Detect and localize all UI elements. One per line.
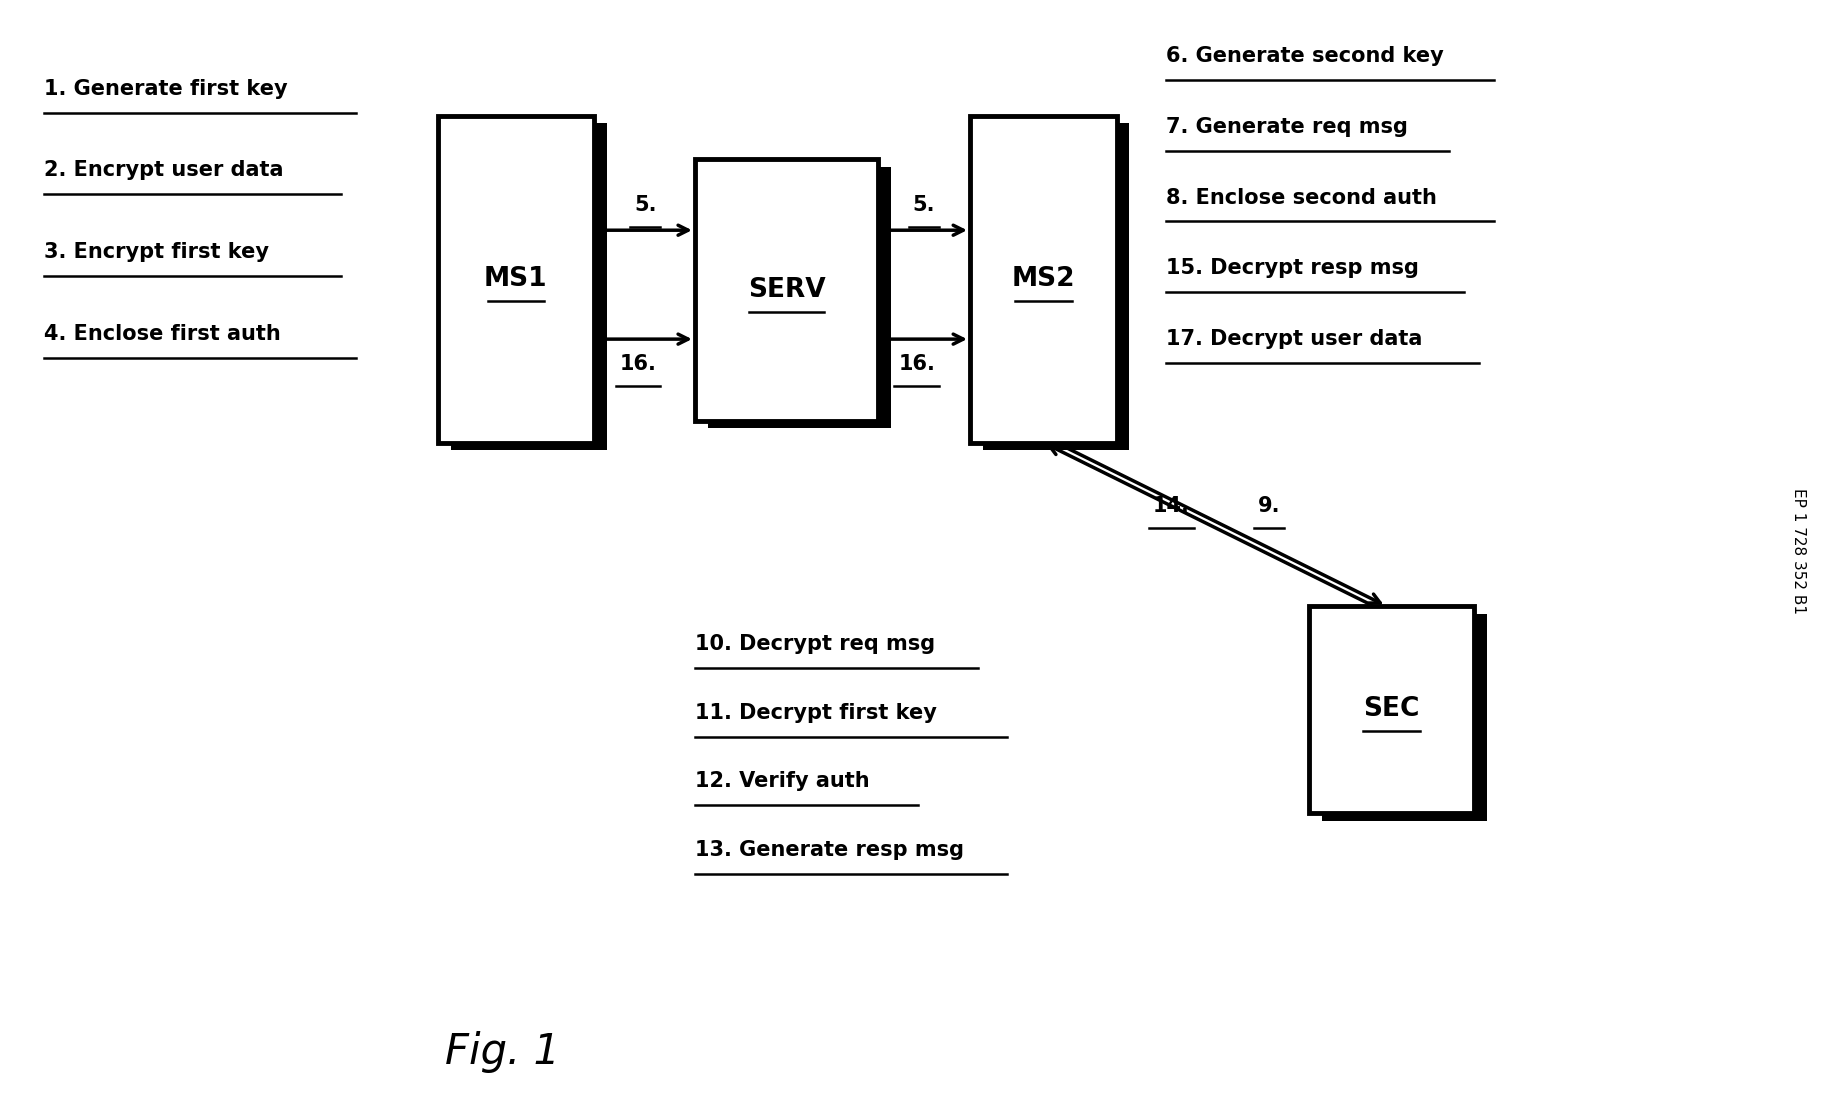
Text: Fig. 1: Fig. 1 <box>445 1031 560 1073</box>
Text: EP 1 728 352 B1: EP 1 728 352 B1 <box>1791 489 1805 614</box>
Text: 4. Enclose first auth: 4. Enclose first auth <box>44 323 281 344</box>
Text: 5.: 5. <box>913 195 935 215</box>
Text: 1. Generate first key: 1. Generate first key <box>44 78 286 98</box>
Text: 10. Decrypt req msg: 10. Decrypt req msg <box>695 634 935 654</box>
Bar <box>970 116 1116 442</box>
Text: 12. Verify auth: 12. Verify auth <box>695 771 869 791</box>
Bar <box>695 160 878 421</box>
Bar <box>1308 606 1475 813</box>
Bar <box>983 124 1129 450</box>
Text: 7. Generate req msg: 7. Generate req msg <box>1166 117 1408 137</box>
Bar <box>451 124 606 450</box>
Text: 16.: 16. <box>898 354 935 374</box>
Text: 13. Generate resp msg: 13. Generate resp msg <box>695 839 965 860</box>
Text: 3. Encrypt first key: 3. Encrypt first key <box>44 242 268 263</box>
Text: 2. Encrypt user data: 2. Encrypt user data <box>44 160 283 180</box>
Text: 11. Decrypt first key: 11. Decrypt first key <box>695 703 937 722</box>
Text: MS2: MS2 <box>1011 266 1076 292</box>
Text: 5.: 5. <box>634 195 656 215</box>
Text: 8. Enclose second auth: 8. Enclose second auth <box>1166 188 1438 207</box>
Bar <box>1321 613 1488 821</box>
Bar <box>438 116 593 442</box>
Text: 15. Decrypt resp msg: 15. Decrypt resp msg <box>1166 258 1419 278</box>
Text: MS1: MS1 <box>484 266 547 292</box>
Text: SEC: SEC <box>1364 696 1419 722</box>
Text: SERV: SERV <box>748 277 826 303</box>
Text: 17. Decrypt user data: 17. Decrypt user data <box>1166 329 1423 350</box>
Text: 16.: 16. <box>619 354 656 374</box>
Bar <box>708 167 891 428</box>
Text: 14.: 14. <box>1153 495 1190 516</box>
Text: 9.: 9. <box>1257 495 1281 516</box>
Text: 6. Generate second key: 6. Generate second key <box>1166 46 1443 66</box>
